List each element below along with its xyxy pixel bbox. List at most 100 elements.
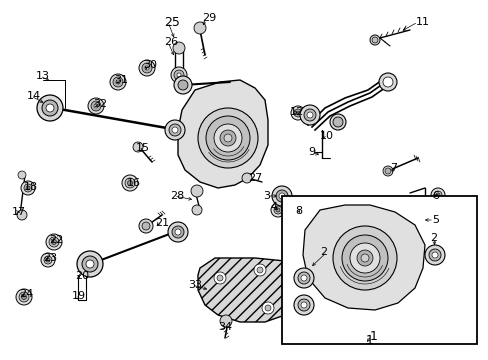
Circle shape xyxy=(214,272,225,284)
Circle shape xyxy=(171,67,186,83)
Text: 29: 29 xyxy=(202,13,216,23)
Circle shape xyxy=(169,124,181,136)
Circle shape xyxy=(329,114,346,130)
Circle shape xyxy=(284,279,295,291)
Circle shape xyxy=(220,130,236,146)
Text: 13: 13 xyxy=(36,71,50,81)
Circle shape xyxy=(297,299,309,311)
Circle shape xyxy=(175,229,181,235)
Circle shape xyxy=(360,254,368,262)
Circle shape xyxy=(332,117,342,127)
Circle shape xyxy=(297,211,302,215)
Circle shape xyxy=(145,66,149,70)
Circle shape xyxy=(122,175,138,191)
Circle shape xyxy=(286,282,292,288)
Circle shape xyxy=(194,22,205,34)
Text: 18: 18 xyxy=(24,182,38,192)
Circle shape xyxy=(290,106,305,120)
Circle shape xyxy=(270,203,285,217)
Circle shape xyxy=(42,100,58,116)
Circle shape xyxy=(224,134,231,142)
Circle shape xyxy=(164,120,184,140)
Text: 2: 2 xyxy=(429,233,436,243)
Text: 15: 15 xyxy=(136,143,150,153)
Circle shape xyxy=(257,267,263,273)
Circle shape xyxy=(279,193,285,199)
Circle shape xyxy=(382,166,392,176)
Circle shape xyxy=(174,76,192,94)
Text: 23: 23 xyxy=(43,253,57,263)
Text: 22: 22 xyxy=(49,235,63,245)
Circle shape xyxy=(86,260,94,268)
Circle shape xyxy=(332,226,396,290)
Circle shape xyxy=(77,251,103,277)
Circle shape xyxy=(356,250,372,266)
Circle shape xyxy=(17,210,27,220)
Text: 32: 32 xyxy=(93,99,107,109)
Circle shape xyxy=(172,127,178,133)
Text: 3: 3 xyxy=(263,191,269,201)
Circle shape xyxy=(191,185,203,197)
Text: 10: 10 xyxy=(319,131,333,141)
Circle shape xyxy=(82,256,98,272)
Circle shape xyxy=(297,272,309,284)
Text: 2: 2 xyxy=(319,247,326,257)
Circle shape xyxy=(220,315,231,327)
Circle shape xyxy=(214,124,242,152)
Circle shape xyxy=(384,168,390,174)
Circle shape xyxy=(428,249,440,261)
Circle shape xyxy=(306,112,312,118)
Circle shape xyxy=(178,80,187,90)
Circle shape xyxy=(46,234,62,250)
Bar xyxy=(282,196,476,344)
Text: 9: 9 xyxy=(307,147,314,157)
Circle shape xyxy=(295,111,299,115)
Text: 7: 7 xyxy=(389,163,396,173)
Circle shape xyxy=(91,101,101,111)
Text: 6: 6 xyxy=(431,191,438,201)
Circle shape xyxy=(271,186,291,206)
Circle shape xyxy=(371,37,377,43)
Text: 1: 1 xyxy=(369,329,377,342)
Text: 30: 30 xyxy=(142,60,157,70)
Circle shape xyxy=(49,237,59,247)
Circle shape xyxy=(16,289,32,305)
Polygon shape xyxy=(178,80,267,188)
Text: 14: 14 xyxy=(27,91,41,101)
Text: 5: 5 xyxy=(431,215,438,225)
Circle shape xyxy=(242,173,251,183)
Text: 25: 25 xyxy=(163,15,180,28)
Text: 28: 28 xyxy=(170,191,184,201)
Circle shape xyxy=(262,302,273,314)
Text: 21: 21 xyxy=(155,218,169,228)
Circle shape xyxy=(341,235,387,281)
Text: 24: 24 xyxy=(19,289,33,299)
Circle shape xyxy=(142,222,150,230)
Circle shape xyxy=(174,70,183,80)
Circle shape xyxy=(275,208,280,212)
Circle shape xyxy=(253,264,265,276)
Circle shape xyxy=(116,80,120,84)
Text: 4: 4 xyxy=(269,202,277,212)
Circle shape xyxy=(113,77,123,87)
Circle shape xyxy=(21,294,26,300)
Polygon shape xyxy=(303,205,424,310)
Circle shape xyxy=(430,188,444,202)
Circle shape xyxy=(435,193,439,197)
Text: 20: 20 xyxy=(75,271,89,281)
Circle shape xyxy=(37,95,63,121)
Circle shape xyxy=(110,74,126,90)
Circle shape xyxy=(133,142,142,152)
Circle shape xyxy=(192,205,202,215)
Circle shape xyxy=(349,243,379,273)
Circle shape xyxy=(24,184,32,192)
Circle shape xyxy=(301,302,306,308)
Text: 12: 12 xyxy=(289,107,304,117)
Circle shape xyxy=(293,109,302,117)
Circle shape xyxy=(293,295,313,315)
Circle shape xyxy=(378,73,396,91)
Circle shape xyxy=(217,275,223,281)
Text: 8: 8 xyxy=(294,206,302,216)
Circle shape xyxy=(88,98,104,114)
Text: 33: 33 xyxy=(187,280,202,290)
